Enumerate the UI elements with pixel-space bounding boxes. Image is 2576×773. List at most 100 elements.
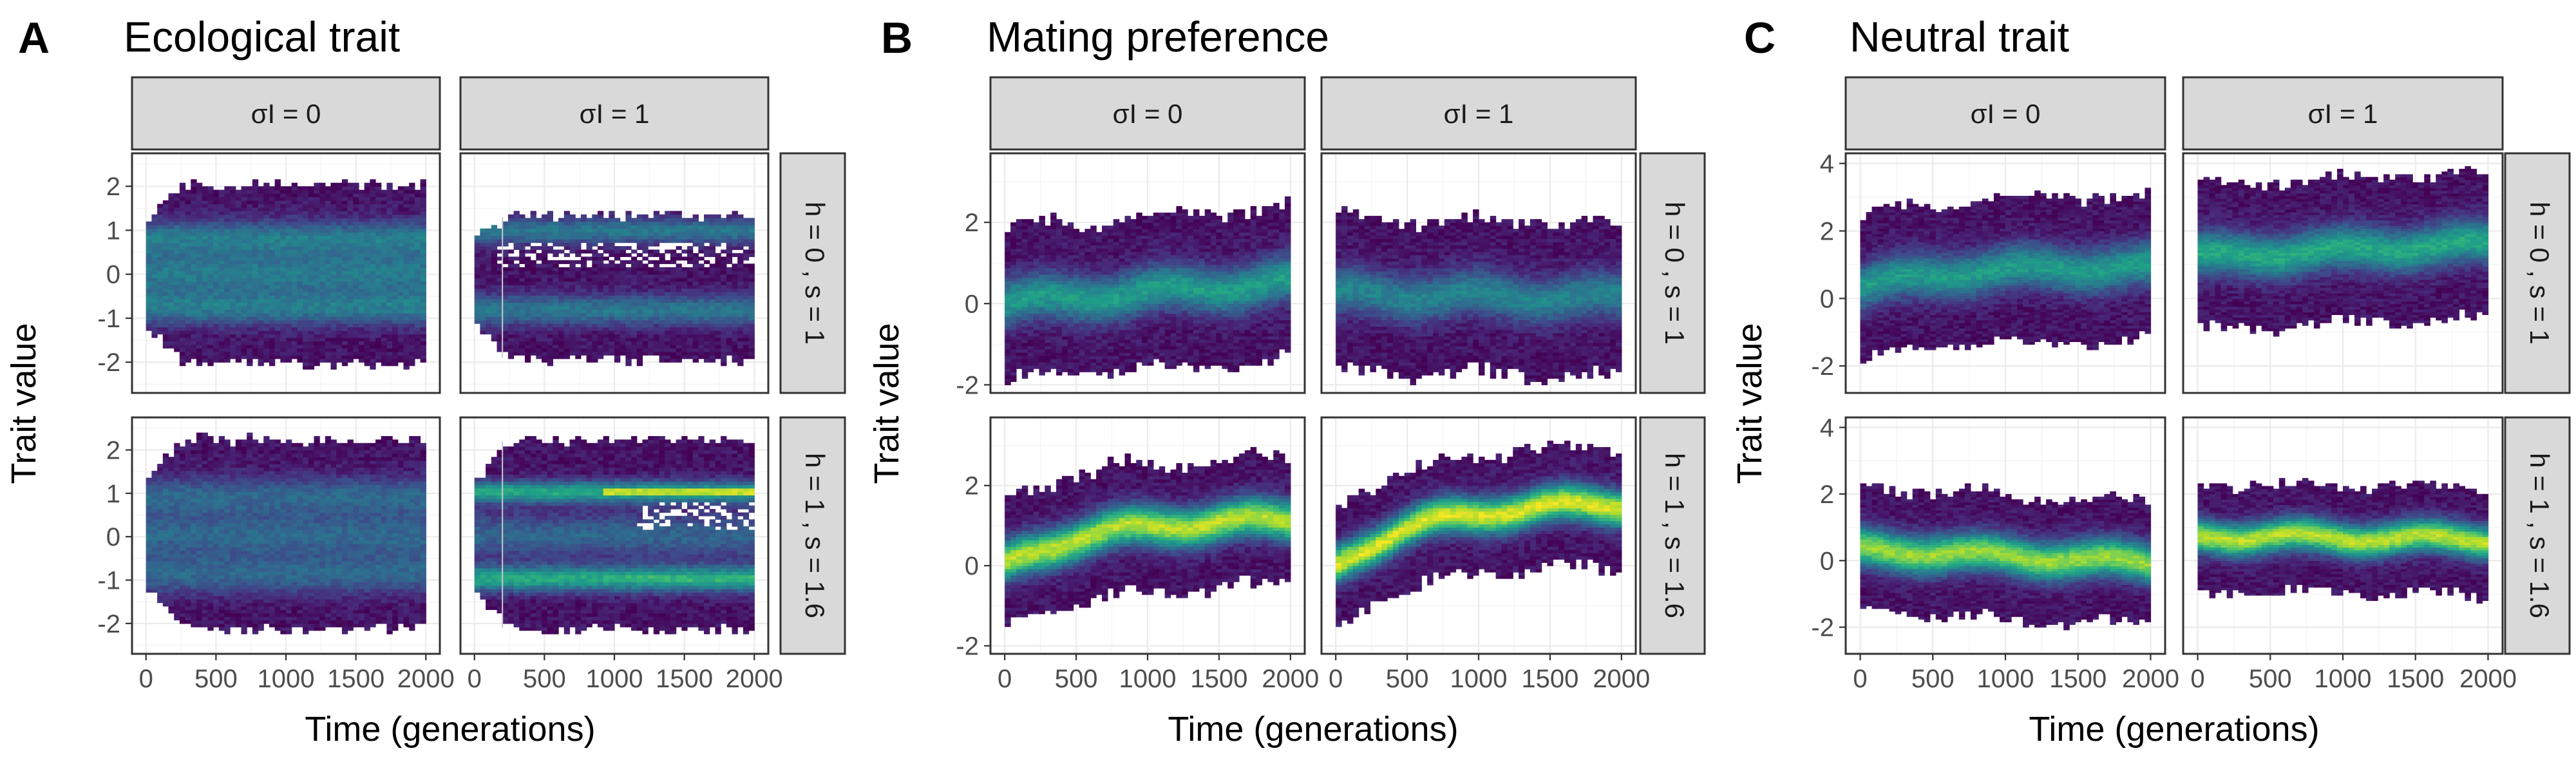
heatmap-cell (319, 292, 326, 296)
heatmap-cell (303, 207, 309, 212)
heatmap-cell (162, 281, 169, 285)
heatmap-cell (162, 453, 169, 457)
heatmap-cell (748, 249, 755, 254)
heatmap-cell (586, 341, 592, 345)
heatmap-cell (653, 214, 660, 218)
heatmap-cell (609, 316, 615, 321)
heatmap-cell (179, 211, 186, 215)
heatmap-cell (715, 221, 721, 225)
heatmap-cell (586, 302, 592, 307)
heatmap-cell (218, 295, 225, 300)
heatmap-cell (480, 312, 486, 317)
heatmap-cell (397, 337, 404, 342)
heatmap-cell (620, 267, 626, 271)
heatmap-cell (542, 288, 548, 292)
heatmap-cell (353, 274, 359, 278)
heatmap-cell (319, 182, 326, 187)
heatmap-cell (230, 341, 236, 345)
heatmap-cell (330, 327, 337, 331)
heatmap-cell (297, 305, 303, 310)
heatmap-cell (698, 323, 705, 328)
heatmap-cell (185, 278, 191, 282)
heatmap-cell (179, 239, 186, 243)
heatmap-cell (353, 305, 359, 310)
heatmap-cell (269, 330, 276, 335)
heatmap-cell (191, 460, 197, 464)
heatmap-cell (230, 351, 236, 356)
heatmap-cell (542, 302, 548, 307)
heatmap-cell (676, 281, 682, 285)
heatmap-cell (381, 221, 388, 225)
heatmap-cell (196, 509, 203, 513)
heatmap-cell (614, 246, 621, 251)
heatmap-cell (592, 278, 598, 282)
heatmap-cell (174, 470, 180, 475)
heatmap-cell (353, 337, 359, 342)
heatmap-cell (191, 481, 197, 485)
heatmap-cell (280, 235, 287, 240)
heatmap-cell (291, 298, 298, 303)
heatmap-cell (692, 260, 699, 264)
heatmap-cell (252, 256, 259, 261)
heatmap-cell (420, 196, 426, 201)
heatmap-cell (230, 292, 236, 296)
heatmap-cell (202, 305, 208, 310)
heatmap-cell (507, 267, 515, 271)
heatmap-cell (609, 271, 615, 275)
heatmap-cell (681, 228, 688, 233)
heatmap-cell (162, 204, 169, 208)
heatmap-cell (341, 211, 348, 215)
heatmap-cell (491, 316, 498, 321)
heatmap-cell (252, 204, 259, 208)
heatmap-cell (319, 305, 326, 310)
heatmap-cell (325, 288, 332, 292)
heatmap-cell (207, 221, 214, 225)
heatmap-cell (513, 327, 520, 331)
heatmap-cell (185, 582, 191, 586)
heatmap-cell (174, 585, 180, 589)
heatmap-cell (698, 271, 705, 275)
heatmap-cell (213, 221, 220, 225)
heatmap-cell (174, 575, 180, 579)
heatmap-cell (631, 348, 638, 352)
heatmap-cell (620, 323, 626, 328)
heatmap-cell (330, 271, 337, 275)
heatmap-cell (202, 568, 208, 572)
heatmap-cell (536, 256, 542, 261)
heatmap-cell (642, 323, 649, 328)
heatmap-cell (174, 334, 180, 338)
heatmap-cell (558, 302, 565, 307)
heatmap-cell (721, 298, 727, 303)
heatmap-cell (420, 271, 426, 275)
heatmap-cell (330, 249, 337, 254)
heatmap-cell (314, 295, 320, 300)
heatmap-cell (743, 242, 750, 247)
heatmap-cell (336, 312, 343, 317)
heatmap-cell (280, 305, 287, 310)
heatmap-cell (564, 337, 571, 342)
heatmap-cell (162, 595, 169, 600)
heatmap-cell (370, 246, 376, 251)
heatmap-cell (648, 298, 654, 303)
heatmap-cell (737, 253, 744, 258)
heatmap-cell (721, 344, 727, 348)
heatmap-cell (347, 330, 354, 335)
heatmap-cell (636, 235, 643, 240)
heatmap-cell (676, 323, 682, 328)
heatmap-cell (609, 242, 615, 247)
heatmap-cell (269, 239, 276, 243)
heatmap-cell (319, 218, 326, 222)
heatmap-cell (381, 358, 388, 363)
heatmap-cell (553, 281, 559, 285)
heatmap-cell (625, 295, 632, 300)
heatmap-cell (480, 330, 486, 335)
heatmap-cell (174, 312, 180, 317)
heatmap-cell (213, 302, 220, 307)
heatmap-cell (665, 281, 671, 285)
heatmap-cell (179, 295, 186, 300)
heatmap-cell (325, 260, 332, 264)
heatmap-cell (414, 249, 421, 254)
heatmap-cell (308, 228, 315, 233)
heatmap-cell (162, 554, 169, 558)
heatmap-cell (609, 285, 615, 289)
